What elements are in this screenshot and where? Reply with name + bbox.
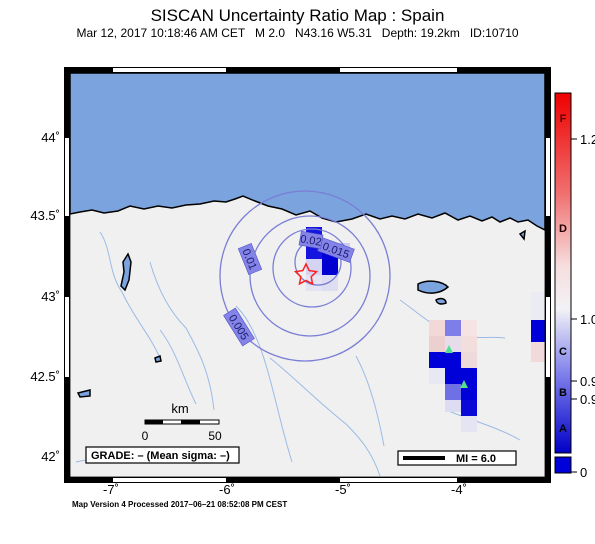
grid-cell <box>429 368 445 384</box>
epicenter-star <box>293 262 319 286</box>
station-triangle <box>460 380 468 388</box>
grid-cell <box>445 352 461 368</box>
lat-tick: 43.5˚ <box>30 208 60 223</box>
longitude-labels: -7˚ -6˚ -5˚ -4˚ <box>103 482 467 497</box>
lakes <box>76 229 526 398</box>
grade-letter: B <box>559 387 567 399</box>
lat-tick: 42˚ <box>41 449 60 464</box>
colorbar-value: 1.2 <box>580 132 595 147</box>
lon-tick: -7˚ <box>103 482 119 497</box>
colorbar-value: 0.9 <box>580 374 595 389</box>
colorbar-value: 0.9 <box>580 392 595 407</box>
lat-tick: 42.5˚ <box>30 369 60 384</box>
grid-cell <box>429 320 445 336</box>
event-info: Mar 12, 2017 10:18:46 AM CET M 2.0 N43.1… <box>0 26 595 40</box>
latitude-labels: 44˚ 43.5˚ 43˚ 42.5˚ 42˚ <box>30 130 60 464</box>
mi-label: MI = 6.0 <box>456 453 496 465</box>
mi-legend: MI = 6.0 <box>397 450 517 466</box>
sea <box>70 73 545 231</box>
grid-cell <box>461 352 477 368</box>
grid-cell <box>531 320 545 342</box>
colorbar-value: 1.0 <box>580 312 595 327</box>
grid-cell <box>445 368 461 384</box>
scale-tick-50: 50 <box>208 429 222 443</box>
scale-bar: km 0 50 <box>142 401 222 443</box>
map-title: SISCAN Uncertainty Ratio Map : Spain <box>150 6 445 25</box>
grid-cell <box>429 336 445 352</box>
event-location: N43.16 W5.31 <box>295 26 372 40</box>
grid-cell <box>322 259 338 275</box>
event-datetime: Mar 12, 2017 10:18:46 AM CET <box>76 26 245 40</box>
grade-letter: C <box>559 346 567 358</box>
map-area: 0.005 0.01 0.015 0.02 km 0 50 <box>70 73 545 477</box>
scale-tick-0: 0 <box>142 429 149 443</box>
grid-cell <box>445 400 461 412</box>
map-footer: Map Version 4 Processed 2017–06–21 08:52… <box>72 500 288 509</box>
grid-cell <box>531 292 545 320</box>
svg-text:0.02: 0.02 <box>299 233 322 249</box>
grade-letter: F <box>560 113 567 125</box>
lat-tick: 44˚ <box>41 130 60 145</box>
grade-letter: A <box>559 423 567 435</box>
grid-cell <box>461 336 477 352</box>
grade-letter: D <box>559 223 567 235</box>
grid-cell <box>306 259 322 275</box>
lon-tick: -6˚ <box>219 482 235 497</box>
grid-cell <box>461 416 477 432</box>
grid-cell <box>461 368 477 384</box>
lon-tick: -5˚ <box>335 482 351 497</box>
map-frame <box>64 67 551 483</box>
event-depth: Depth: 19.2km <box>381 26 460 40</box>
contour-label-002: 0.02 <box>298 230 324 250</box>
scale-unit: km <box>171 401 188 416</box>
station-triangle <box>445 345 453 353</box>
grade-label: GRADE: – (Mean sigma: –) <box>91 450 230 462</box>
grid-cell <box>306 275 322 291</box>
event-magnitude: M 2.0 <box>255 26 286 40</box>
lon-tick: -4˚ <box>451 482 467 497</box>
grid-cell <box>531 342 545 362</box>
grid-cell <box>461 320 477 336</box>
event-id: ID:10710 <box>469 26 519 40</box>
grid-cell <box>445 320 461 336</box>
grid-cell <box>429 352 445 368</box>
grade-box: GRADE: – (Mean sigma: –) <box>85 446 240 464</box>
colorbar: F D C B A 1.2 1.0 0.9 0.9 0 <box>554 92 595 480</box>
lat-tick: 43˚ <box>41 289 60 304</box>
grid-cell <box>445 384 461 400</box>
colorbar-value: 0 <box>580 465 587 480</box>
grid-cell <box>461 400 477 416</box>
